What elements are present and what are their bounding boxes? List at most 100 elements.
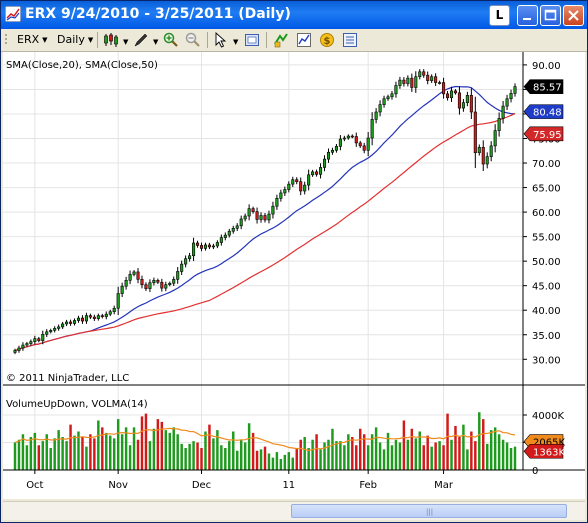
zoom-out-icon[interactable] xyxy=(185,32,201,48)
candle-body[interactable] xyxy=(319,167,323,175)
volume-bars[interactable] xyxy=(13,412,517,471)
volume-bar[interactable] xyxy=(418,431,421,471)
volume-bar[interactable] xyxy=(61,437,64,470)
candle-body[interactable] xyxy=(446,93,450,99)
candle-body[interactable] xyxy=(160,281,164,289)
volume-bar[interactable] xyxy=(351,437,354,470)
volume-bar[interactable] xyxy=(196,442,199,471)
volume-bar[interactable] xyxy=(136,439,140,470)
volume-bar[interactable] xyxy=(366,445,370,470)
instrument-selector[interactable]: ERX ▼ xyxy=(17,32,48,48)
strategy-icon[interactable] xyxy=(273,32,289,48)
volume-bar[interactable] xyxy=(243,442,247,471)
candle-body[interactable] xyxy=(128,274,132,281)
volume-bar[interactable] xyxy=(335,441,338,470)
candle-body[interactable] xyxy=(410,77,414,88)
candle-body[interactable] xyxy=(96,315,100,319)
volume-bar[interactable] xyxy=(105,432,108,470)
volume-bar[interactable] xyxy=(470,431,473,471)
candle-body[interactable] xyxy=(196,242,200,246)
candle-body[interactable] xyxy=(354,136,358,144)
volume-bar[interactable] xyxy=(382,449,386,470)
volume-bar[interactable] xyxy=(41,441,45,470)
volume-bar[interactable] xyxy=(271,457,275,470)
candle-body[interactable] xyxy=(378,104,382,113)
volume-bar[interactable] xyxy=(180,443,183,470)
candle-body[interactable] xyxy=(303,184,307,192)
volume-bar[interactable] xyxy=(402,420,406,471)
candle-body[interactable] xyxy=(231,227,235,232)
volume-bar[interactable] xyxy=(247,423,251,470)
candle-body[interactable] xyxy=(239,218,243,227)
candle-body[interactable] xyxy=(513,86,517,94)
volume-bar[interactable] xyxy=(295,448,298,470)
candle-body[interactable] xyxy=(394,85,398,95)
candle-body[interactable] xyxy=(108,311,112,315)
candle-body[interactable] xyxy=(350,135,354,138)
candle-body[interactable] xyxy=(148,282,152,289)
candle-body[interactable] xyxy=(152,279,156,284)
candle-body[interactable] xyxy=(263,215,267,221)
candle-body[interactable] xyxy=(80,317,84,322)
candle-body[interactable] xyxy=(326,151,331,160)
candle-body[interactable] xyxy=(279,192,283,199)
volume-bar[interactable] xyxy=(426,435,429,470)
volume-bar[interactable] xyxy=(184,448,187,470)
volume-bar[interactable] xyxy=(73,435,76,470)
volume-bar[interactable] xyxy=(85,446,88,470)
candle-body[interactable] xyxy=(164,284,168,289)
candle-body[interactable] xyxy=(330,149,334,153)
volume-bar[interactable] xyxy=(220,445,223,470)
volume-bar[interactable] xyxy=(474,441,477,470)
volume-bar[interactable] xyxy=(513,446,517,470)
candle-body[interactable] xyxy=(390,93,394,98)
candle-body[interactable] xyxy=(489,145,493,157)
candle-body[interactable] xyxy=(116,293,120,309)
volume-bar[interactable] xyxy=(101,427,104,470)
volume-bar[interactable] xyxy=(57,430,60,470)
candle-body[interactable] xyxy=(21,344,25,349)
candle-body[interactable] xyxy=(207,244,211,248)
candle-body[interactable] xyxy=(374,111,378,120)
volume-bar[interactable] xyxy=(172,427,175,470)
candle-body[interactable] xyxy=(386,96,390,100)
candle-body[interactable] xyxy=(271,205,275,215)
candle-body[interactable] xyxy=(29,341,33,344)
candle-body[interactable] xyxy=(72,320,77,324)
volume-bar[interactable] xyxy=(216,430,219,470)
candle-body[interactable] xyxy=(509,93,513,100)
volume-bar[interactable] xyxy=(37,445,41,470)
scrollbar-thumb[interactable]: ||| xyxy=(291,504,567,518)
indicators-icon[interactable] xyxy=(296,32,312,48)
draw-tool-icon[interactable] xyxy=(133,32,149,48)
volume-bar[interactable] xyxy=(263,446,267,470)
candle-body[interactable] xyxy=(33,338,37,342)
chevron-down-icon[interactable]: ▼ xyxy=(123,38,129,46)
candle-body[interactable] xyxy=(251,208,255,212)
volume-bar[interactable] xyxy=(378,442,382,471)
candle-body[interactable] xyxy=(168,282,172,286)
volume-bar[interactable] xyxy=(291,457,295,470)
volume-bar[interactable] xyxy=(327,439,330,470)
volume-bar[interactable] xyxy=(394,439,398,470)
volume-bar[interactable] xyxy=(347,434,350,470)
volume-bar[interactable] xyxy=(450,439,453,470)
chevron-down-icon[interactable]: ▼ xyxy=(153,38,159,46)
volume-bar[interactable] xyxy=(509,448,513,470)
candle-body[interactable] xyxy=(342,137,346,140)
volume-bar[interactable] xyxy=(315,434,318,470)
candle-body[interactable] xyxy=(414,76,418,88)
candle-body[interactable] xyxy=(192,242,196,257)
candle-body[interactable] xyxy=(497,118,501,131)
candle-body[interactable] xyxy=(37,338,41,341)
candle-body[interactable] xyxy=(69,321,73,324)
candle-body[interactable] xyxy=(17,347,21,351)
volume-bar[interactable] xyxy=(200,448,203,470)
candle-body[interactable] xyxy=(53,328,57,331)
candle-body[interactable] xyxy=(469,95,473,113)
candles[interactable] xyxy=(13,69,517,355)
properties-icon[interactable] xyxy=(342,32,358,48)
candle-body[interactable] xyxy=(501,105,505,119)
candle-body[interactable] xyxy=(457,92,461,109)
chevron-down-icon[interactable]: ▼ xyxy=(233,38,239,46)
